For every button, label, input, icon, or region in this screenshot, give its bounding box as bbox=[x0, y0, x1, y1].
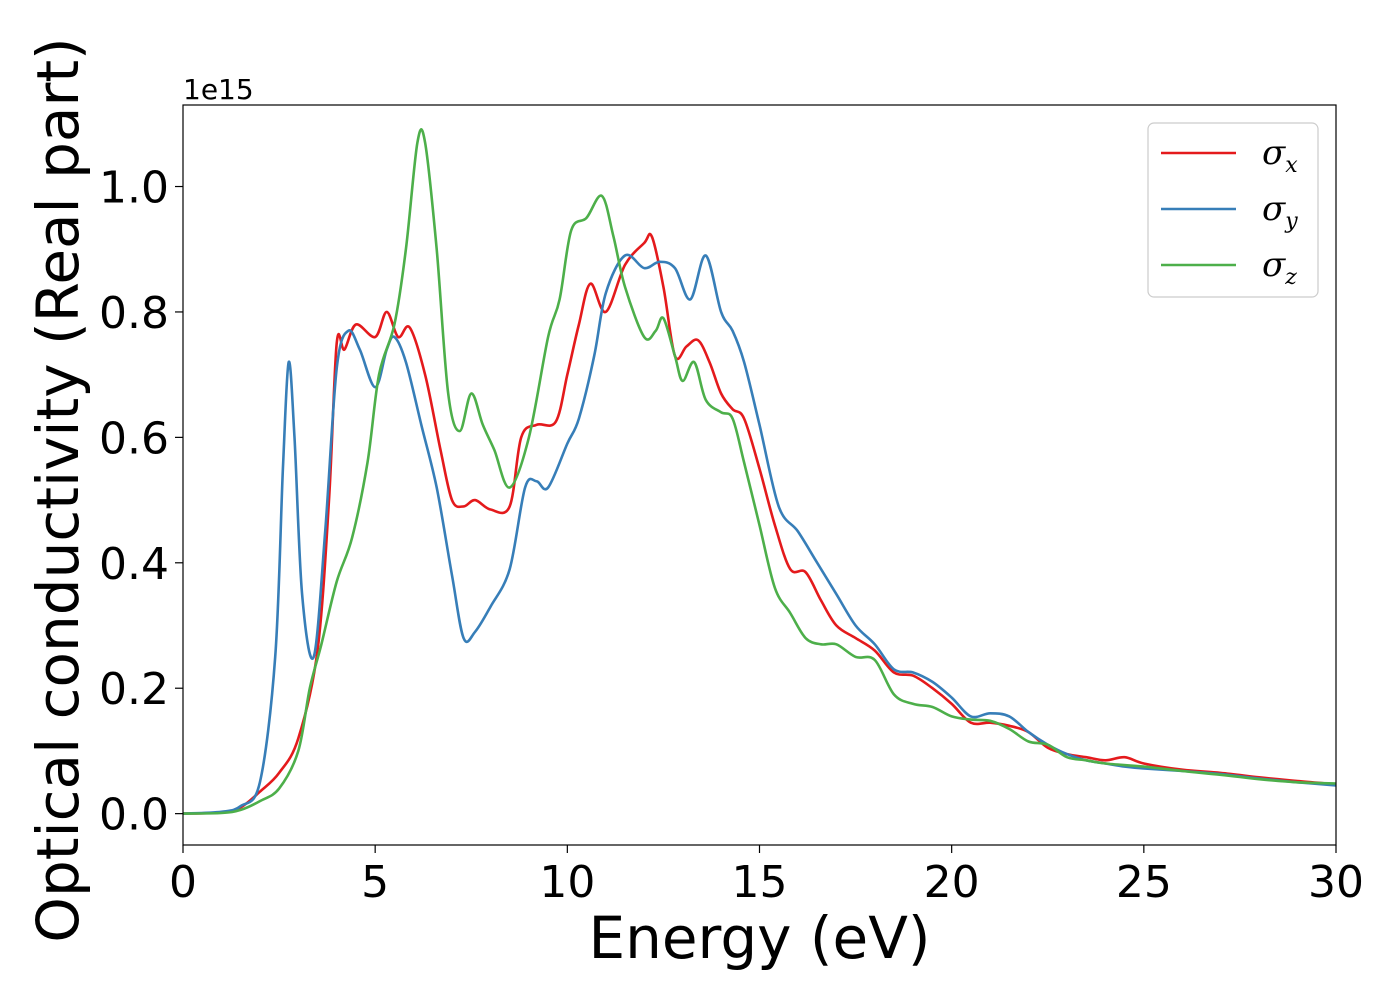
x-tick-label: 30 bbox=[1308, 857, 1364, 908]
y-axis: 0.0 0.2 0.4 0.6 0.8 1.0 bbox=[99, 163, 183, 841]
legend-symbol: σ bbox=[1262, 133, 1286, 173]
x-tick-label: 20 bbox=[924, 857, 980, 908]
x-tick-label: 5 bbox=[361, 857, 389, 908]
y-tick-label: 0.8 bbox=[99, 288, 169, 339]
x-tick-label: 10 bbox=[539, 857, 595, 908]
legend-label-y: σy bbox=[1262, 189, 1298, 234]
y-offset-text: 1e15 bbox=[183, 73, 254, 106]
x-axis-label: Energy (eV) bbox=[588, 904, 930, 972]
y-tick-label: 0.0 bbox=[99, 790, 169, 841]
y-tick-label: 1.0 bbox=[99, 163, 169, 214]
series-line-y bbox=[182, 253, 1337, 815]
x-tick-label: 25 bbox=[1116, 857, 1172, 908]
series-line-z bbox=[182, 128, 1337, 815]
legend-subscript: x bbox=[1285, 153, 1298, 178]
y-tick-label: 0.2 bbox=[99, 664, 169, 715]
legend-symbol: σ bbox=[1262, 245, 1286, 285]
x-tick-label: 15 bbox=[732, 857, 788, 908]
legend-label-z: σz bbox=[1262, 245, 1297, 290]
x-tick-label: 0 bbox=[169, 857, 197, 908]
y-tick-label: 0.6 bbox=[99, 413, 169, 464]
y-axis-label: Optical conductivity (Real part) bbox=[24, 37, 92, 942]
legend-label-x: σx bbox=[1262, 133, 1298, 178]
series-layer bbox=[182, 128, 1337, 815]
legend-symbol: σ bbox=[1262, 189, 1286, 229]
legend-subscript: y bbox=[1284, 209, 1298, 234]
y-tick-label: 0.4 bbox=[99, 539, 169, 590]
legend-subscript: z bbox=[1284, 265, 1297, 290]
x-axis: 0 5 10 15 20 25 30 bbox=[169, 845, 1364, 908]
